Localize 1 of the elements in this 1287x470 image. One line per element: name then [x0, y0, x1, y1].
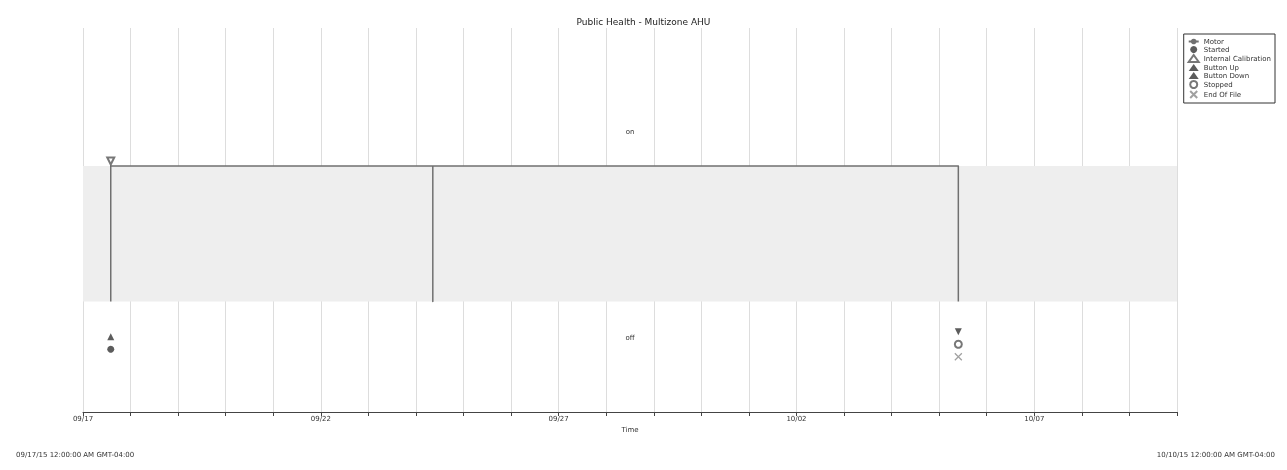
chart-title: Public Health - Multizone AHU	[576, 16, 711, 27]
